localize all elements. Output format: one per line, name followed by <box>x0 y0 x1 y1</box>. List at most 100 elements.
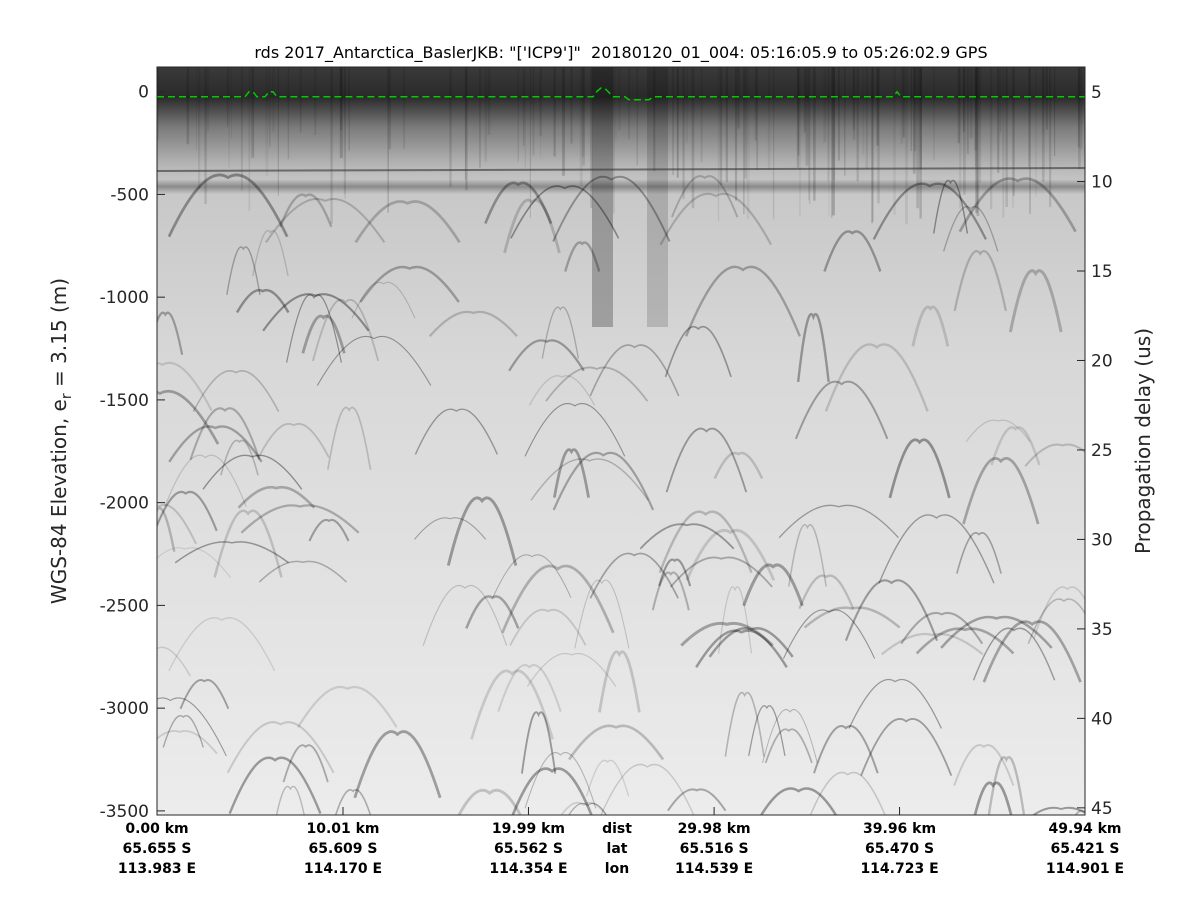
diffraction-hyperbola <box>157 547 231 578</box>
diffraction-hyperbola <box>860 718 953 776</box>
diffraction-hyperbola <box>823 230 882 272</box>
diffraction-hyperbola <box>162 715 204 748</box>
x-tick-dist: 10.01 km <box>306 821 379 837</box>
diffraction-hyperbola <box>664 326 732 378</box>
diffraction-hyperbola <box>316 335 432 386</box>
diffraction-hyperbola <box>568 803 607 815</box>
diffraction-hyperbola <box>803 606 901 629</box>
diffraction-hyperbola <box>665 427 748 493</box>
diffraction-hyperbola <box>422 584 508 646</box>
diffraction-hyperbola <box>1031 806 1085 815</box>
diffraction-hyperbola <box>848 679 942 729</box>
diffraction-hyperbola <box>511 767 593 815</box>
diffraction-hyperbola <box>189 407 261 461</box>
diffraction-hyperbola <box>813 725 879 774</box>
x-tick-lat: 65.655 S <box>123 841 192 857</box>
radargram-image <box>157 67 1085 815</box>
right-tick-label: 10 <box>1091 173 1113 193</box>
diffraction-hyperbola <box>658 558 692 587</box>
diffraction-hyperbola <box>659 192 772 246</box>
diffraction-hyperbola <box>157 311 184 355</box>
diffraction-hyperbola <box>237 485 316 509</box>
diffraction-hyperbola <box>524 752 597 809</box>
diffraction-hyperbola <box>589 344 680 397</box>
diffraction-hyperbola <box>157 697 227 757</box>
diffraction-hyperbola <box>713 451 764 479</box>
diffraction-hyperbola <box>778 504 899 539</box>
diffraction-hyperbola <box>457 788 522 815</box>
diffraction-hyperbola <box>157 730 218 755</box>
diffraction-hyperbola <box>553 448 590 498</box>
x-tick-lat: 65.421 S <box>1051 841 1120 857</box>
diffraction-hyperbola <box>552 451 655 511</box>
diffraction-hyperbola <box>174 541 290 564</box>
left-tick-label: -3000 <box>100 699 149 719</box>
right-axis: 5 10 15 20 25 30 35 40 45 <box>1077 83 1113 819</box>
diffraction-hyperbola <box>334 789 372 815</box>
diffraction-hyperbola <box>798 574 855 610</box>
diffraction-hyperbola <box>1027 598 1085 644</box>
x-tick-lon: 114.354 E <box>489 861 567 877</box>
diffraction-hyperbola <box>759 787 838 815</box>
diffraction-hyperbola <box>484 181 553 224</box>
diffraction-hyperbola <box>509 608 587 646</box>
diffraction-hyperbola <box>953 250 1007 312</box>
x-tick-lon: 114.723 E <box>860 861 938 877</box>
dark-column <box>647 67 668 327</box>
diffraction-hyperbola <box>541 306 580 359</box>
diffraction-hyperbola <box>574 579 630 649</box>
left-tick-label: -3500 <box>100 802 149 822</box>
diffraction-hyperbola <box>742 563 804 607</box>
diffraction-hyperbola <box>240 504 360 534</box>
x-tick-lon: 113.983 E <box>118 861 196 877</box>
diffraction-hyperbola <box>168 425 263 463</box>
left-axis-label: WGS-84 Elevation, er = 3.15 (m) <box>47 278 75 604</box>
diffraction-hyperbola <box>168 617 276 672</box>
diffraction-hyperbola <box>639 523 735 550</box>
x-row-label-dist: dist <box>602 821 632 837</box>
diffraction-hyperbola <box>286 294 342 363</box>
diffraction-hyperbola <box>671 175 739 218</box>
diffraction-hyperbola <box>878 514 995 584</box>
x-tick-lon: 114.901 E <box>1046 861 1124 877</box>
diffraction-hyperbola <box>510 185 620 239</box>
diffraction-hyperbola <box>684 265 801 337</box>
diffraction-hyperbola <box>708 627 794 658</box>
diffraction-hyperbola <box>164 454 247 507</box>
diffraction-hyperbola <box>658 510 753 574</box>
diffraction-hyperbola <box>762 709 818 764</box>
diffraction-hyperbola <box>157 490 218 532</box>
diffraction-hyperbola <box>465 595 520 629</box>
surface-line <box>157 87 1085 101</box>
x-tick-dist: 49.94 km <box>1048 821 1121 837</box>
left-tick-label: -500 <box>110 185 149 205</box>
right-tick-label: 45 <box>1091 799 1113 819</box>
right-tick-label: 30 <box>1091 530 1113 550</box>
x-tick-dist: 19.99 km <box>492 821 565 837</box>
diffraction-hyperbola <box>972 627 1056 681</box>
diffraction-hyperbola <box>226 721 335 774</box>
diffraction-hyperbola <box>258 560 348 583</box>
diffraction-hyperbola <box>326 406 372 470</box>
diffraction-hyperbola <box>598 650 641 713</box>
x-tick-dist: 39.96 km <box>863 821 936 837</box>
diffraction-hyperbola <box>651 571 690 611</box>
diffraction-hyperbola <box>192 370 280 413</box>
diffraction-hyperbola <box>530 458 649 501</box>
diffraction-hyperbola <box>824 343 929 412</box>
diffraction-hyperbola <box>202 454 303 490</box>
diffraction-hyperbola <box>226 246 261 296</box>
diffraction-hyperbola <box>915 627 1015 655</box>
right-tick-label: 35 <box>1091 620 1113 640</box>
diffraction-hyperbola <box>844 579 939 641</box>
diffraction-hyperbola <box>1033 586 1085 639</box>
diffraction-hyperbola <box>680 621 774 647</box>
diffraction-hyperbola <box>157 389 220 445</box>
diffraction-hyperbola <box>724 691 765 757</box>
diffraction-hyperbola <box>428 310 518 337</box>
diffraction-hyperbola <box>695 629 788 668</box>
diffraction-hyperbola <box>508 339 585 372</box>
x-tick-dist: 29.98 km <box>678 821 751 837</box>
diffraction-hyperbola <box>354 200 461 244</box>
